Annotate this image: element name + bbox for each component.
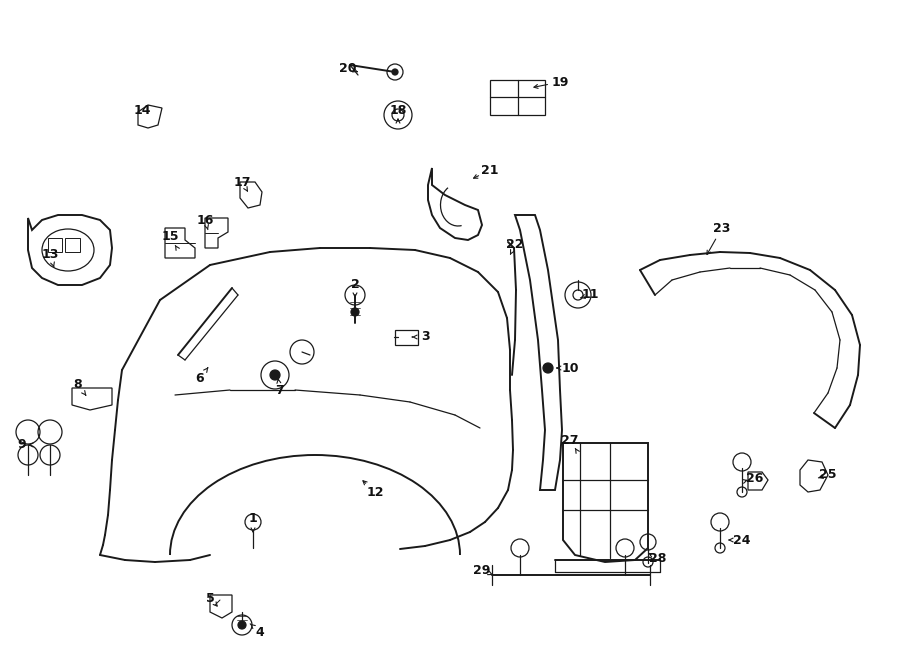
Text: 7: 7	[275, 383, 284, 397]
Circle shape	[543, 363, 553, 373]
Text: 28: 28	[649, 551, 667, 564]
Circle shape	[270, 370, 280, 380]
Circle shape	[351, 308, 359, 316]
Text: 29: 29	[473, 563, 491, 576]
Text: 8: 8	[74, 379, 82, 391]
Text: 19: 19	[552, 75, 569, 89]
Text: 23: 23	[714, 221, 731, 235]
Text: 16: 16	[196, 214, 213, 227]
Text: 11: 11	[581, 288, 598, 301]
Text: 25: 25	[819, 469, 837, 481]
Circle shape	[392, 69, 398, 75]
Text: 4: 4	[256, 625, 265, 639]
Text: 24: 24	[734, 533, 751, 547]
Text: 12: 12	[366, 485, 383, 498]
Text: 3: 3	[420, 330, 429, 344]
Text: 2: 2	[351, 278, 359, 292]
Text: 13: 13	[41, 249, 58, 262]
Circle shape	[238, 621, 246, 629]
Text: 5: 5	[205, 592, 214, 605]
Text: 1: 1	[248, 512, 257, 524]
Text: 27: 27	[562, 434, 579, 446]
Text: 6: 6	[195, 371, 204, 385]
Text: 9: 9	[18, 438, 26, 451]
Text: 21: 21	[482, 163, 499, 176]
Text: 14: 14	[133, 104, 151, 116]
Text: 17: 17	[233, 176, 251, 188]
Text: 15: 15	[161, 231, 179, 243]
Text: 22: 22	[506, 239, 524, 251]
Text: 26: 26	[746, 471, 764, 485]
Text: 18: 18	[390, 104, 407, 116]
Text: 10: 10	[562, 362, 579, 375]
Text: 20: 20	[339, 61, 356, 75]
